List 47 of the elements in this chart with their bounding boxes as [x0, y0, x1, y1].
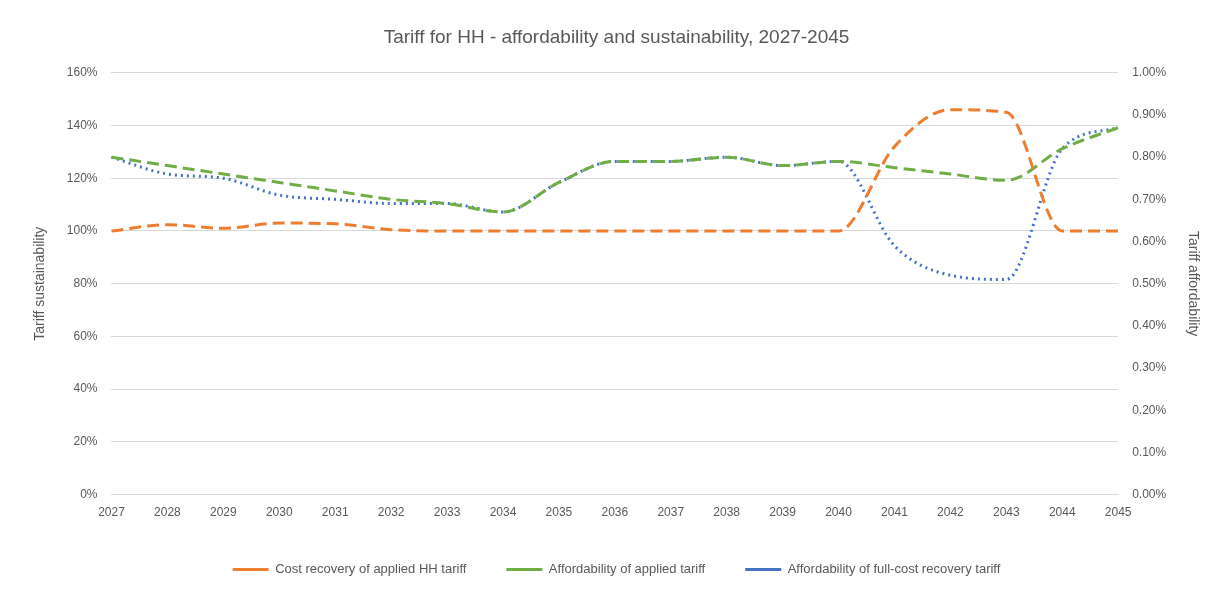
y2-tick-label: 0.00% — [1132, 486, 1167, 501]
y-tick-label: 160% — [66, 65, 98, 80]
y2-axis-title: Tariff affordability — [1185, 231, 1202, 337]
x-tick-label: 2043 — [992, 505, 1020, 520]
x-tick-label: 2040 — [825, 505, 853, 520]
x-tick-label: 2028 — [154, 505, 182, 520]
y2-tick-label: 0.70% — [1132, 191, 1167, 206]
x-tick-label: 2032 — [377, 505, 405, 520]
y-tick-label: 60% — [73, 328, 98, 343]
y-tick-label: 120% — [66, 170, 98, 185]
x-tick-label: 2037 — [657, 505, 685, 520]
x-tick-label: 2041 — [881, 505, 909, 520]
x-tick-label: 2039 — [769, 505, 797, 520]
y2-tick-label: 0.60% — [1132, 233, 1167, 248]
x-tick-label: 2044 — [1048, 505, 1076, 520]
y2-tick-label: 0.80% — [1132, 149, 1167, 164]
y2-tick-label: 0.40% — [1132, 318, 1167, 333]
y2-tick-label: 0.20% — [1132, 402, 1167, 417]
y-tick-label: 100% — [66, 223, 98, 238]
x-tick-label: 2038 — [713, 505, 741, 520]
x-tick-label: 2034 — [489, 505, 517, 520]
y-tick-label: 140% — [66, 117, 98, 132]
chart-title: Tariff for HH - affordability and sustainability, 2027-2045 — [383, 25, 850, 47]
x-tick-label: 2042 — [937, 505, 965, 520]
y2-tick-label: 0.30% — [1132, 360, 1167, 375]
y-axis-title: Tariff sustainability — [31, 226, 48, 341]
line-series — [109, 126, 1120, 214]
legend-label: Affordability of applied tariff — [548, 561, 706, 577]
x-tick-label: 2033 — [433, 505, 461, 520]
x-tick-label: 2036 — [601, 505, 629, 520]
y-tick-label: 80% — [73, 276, 98, 291]
y-tick-label: 40% — [73, 381, 98, 396]
y2-tick-label: 0.90% — [1132, 107, 1167, 122]
x-tick-label: 2027 — [98, 505, 126, 520]
y2-tick-label: 1.00% — [1132, 65, 1167, 80]
y2-tick-label: 0.50% — [1132, 276, 1167, 291]
y-tick-label: 0% — [80, 486, 98, 501]
y2-tick-label: 0.10% — [1132, 444, 1167, 459]
x-tick-label: 2035 — [545, 505, 573, 520]
line-series — [109, 108, 1120, 233]
x-tick-label: 2029 — [209, 505, 238, 520]
x-tick-label: 2031 — [321, 505, 349, 520]
legend-label: Cost recovery of applied HH tariff — [275, 561, 467, 577]
x-tick-label: 2030 — [265, 505, 293, 520]
legend-label: Affordability of full-cost recovery tariff — [787, 561, 1001, 577]
y-tick-label: 20% — [73, 434, 98, 449]
x-tick-label: 2045 — [1104, 505, 1132, 520]
